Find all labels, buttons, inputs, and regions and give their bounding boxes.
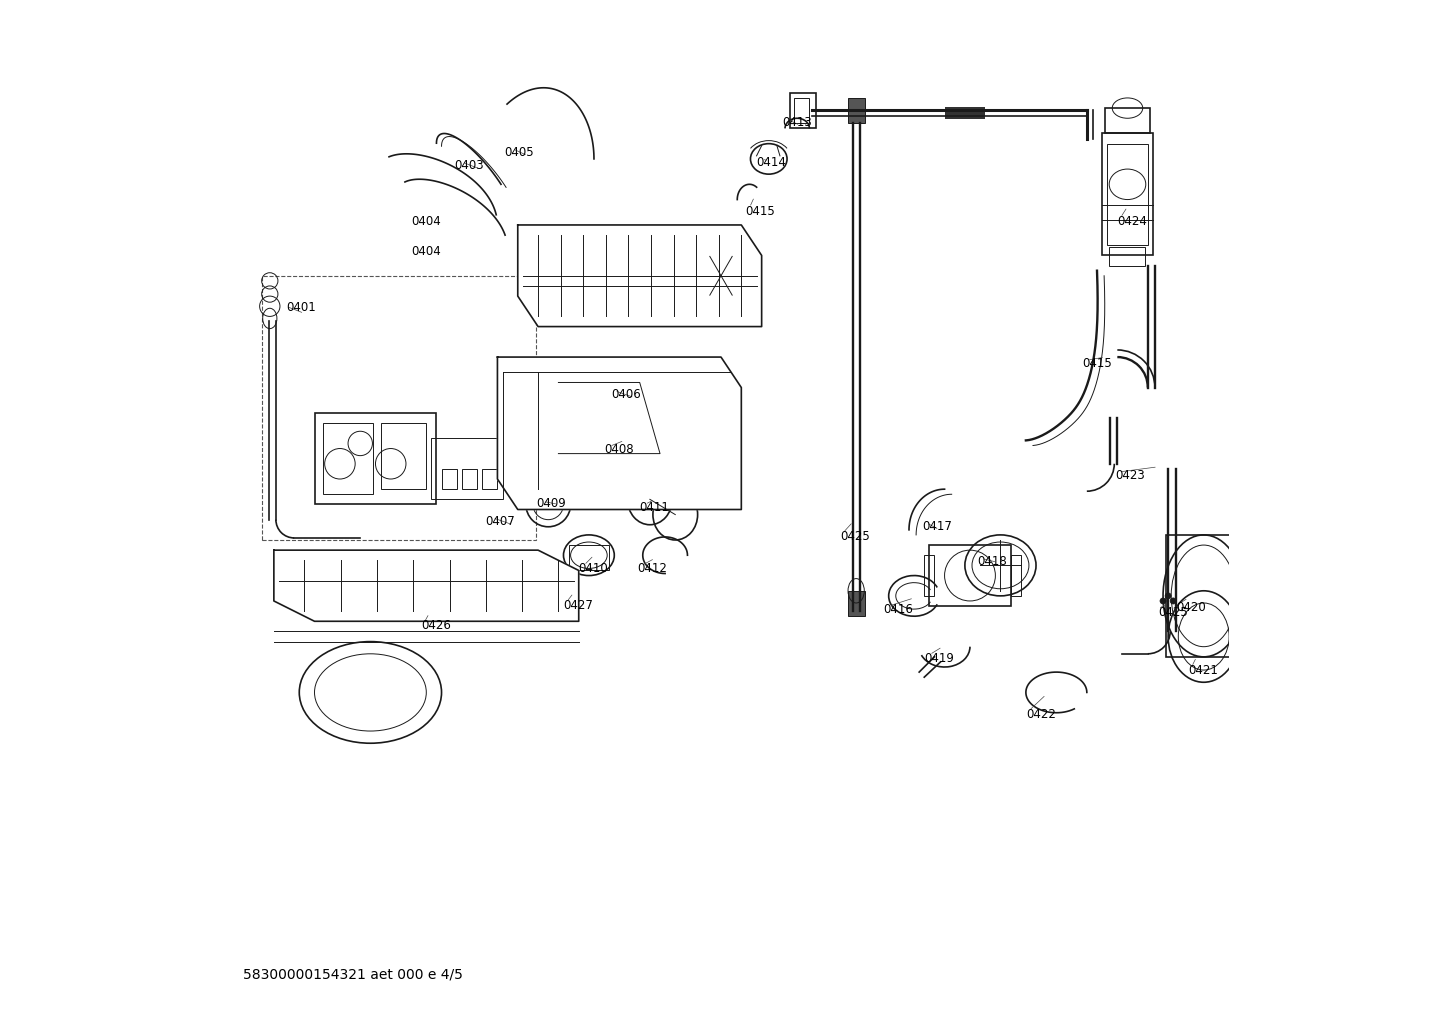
Bar bbox=[431, 438, 502, 499]
Bar bbox=[929, 545, 1011, 606]
Bar bbox=[924, 555, 934, 596]
Text: 0405: 0405 bbox=[505, 146, 534, 159]
Bar bbox=[609, 408, 665, 443]
Bar bbox=[945, 107, 985, 119]
Bar bbox=[1107, 144, 1148, 246]
Bar bbox=[1109, 248, 1145, 266]
Text: 0425: 0425 bbox=[839, 530, 870, 543]
Text: 0406: 0406 bbox=[611, 387, 642, 400]
Text: 0412: 0412 bbox=[637, 562, 668, 576]
Text: 0414: 0414 bbox=[757, 156, 786, 169]
Text: 0407: 0407 bbox=[486, 515, 515, 528]
Text: 0401: 0401 bbox=[286, 302, 316, 314]
Text: 0421: 0421 bbox=[1188, 664, 1218, 677]
Text: 0408: 0408 bbox=[604, 443, 634, 457]
Text: 0409: 0409 bbox=[536, 497, 565, 511]
Text: 0424: 0424 bbox=[1118, 215, 1148, 228]
Bar bbox=[482, 469, 497, 489]
Bar bbox=[568, 545, 609, 571]
Text: 0415: 0415 bbox=[1082, 357, 1112, 370]
Bar bbox=[261, 276, 536, 540]
Text: 0404: 0404 bbox=[411, 246, 441, 258]
Polygon shape bbox=[497, 357, 741, 510]
Bar bbox=[1105, 108, 1149, 133]
Text: 0410: 0410 bbox=[578, 562, 609, 576]
Bar bbox=[323, 423, 373, 494]
Text: 0425: 0425 bbox=[1158, 606, 1188, 619]
Text: 0417: 0417 bbox=[923, 520, 952, 533]
Text: 0418: 0418 bbox=[978, 555, 1007, 569]
Text: 0403: 0403 bbox=[454, 159, 485, 172]
Text: 0422: 0422 bbox=[1025, 707, 1056, 720]
Bar bbox=[848, 591, 865, 616]
Bar bbox=[1011, 555, 1021, 596]
Text: 0427: 0427 bbox=[564, 599, 593, 612]
Text: 0423: 0423 bbox=[1115, 469, 1145, 482]
Polygon shape bbox=[274, 550, 578, 622]
Polygon shape bbox=[518, 225, 761, 326]
Text: 0411: 0411 bbox=[640, 501, 669, 515]
Text: 58300000154321 aet 000 e 4/5: 58300000154321 aet 000 e 4/5 bbox=[244, 968, 463, 982]
Ellipse shape bbox=[1169, 598, 1177, 604]
Bar bbox=[314, 413, 437, 504]
Bar bbox=[461, 469, 477, 489]
Bar bbox=[614, 418, 645, 438]
Bar bbox=[401, 571, 431, 591]
Text: 0420: 0420 bbox=[1177, 601, 1206, 614]
Bar bbox=[795, 98, 809, 123]
Bar bbox=[1167, 535, 1243, 657]
Bar bbox=[790, 93, 816, 128]
Text: 0416: 0416 bbox=[884, 603, 913, 616]
Ellipse shape bbox=[1165, 593, 1171, 599]
Bar bbox=[441, 469, 457, 489]
Ellipse shape bbox=[1159, 598, 1167, 604]
Bar bbox=[1102, 133, 1154, 256]
Bar bbox=[848, 98, 865, 123]
Bar bbox=[381, 423, 427, 489]
Text: 0419: 0419 bbox=[924, 652, 955, 664]
Text: 0415: 0415 bbox=[746, 205, 776, 218]
Text: 0413: 0413 bbox=[782, 116, 812, 129]
Text: 0404: 0404 bbox=[411, 215, 441, 228]
Text: 0426: 0426 bbox=[421, 620, 451, 632]
